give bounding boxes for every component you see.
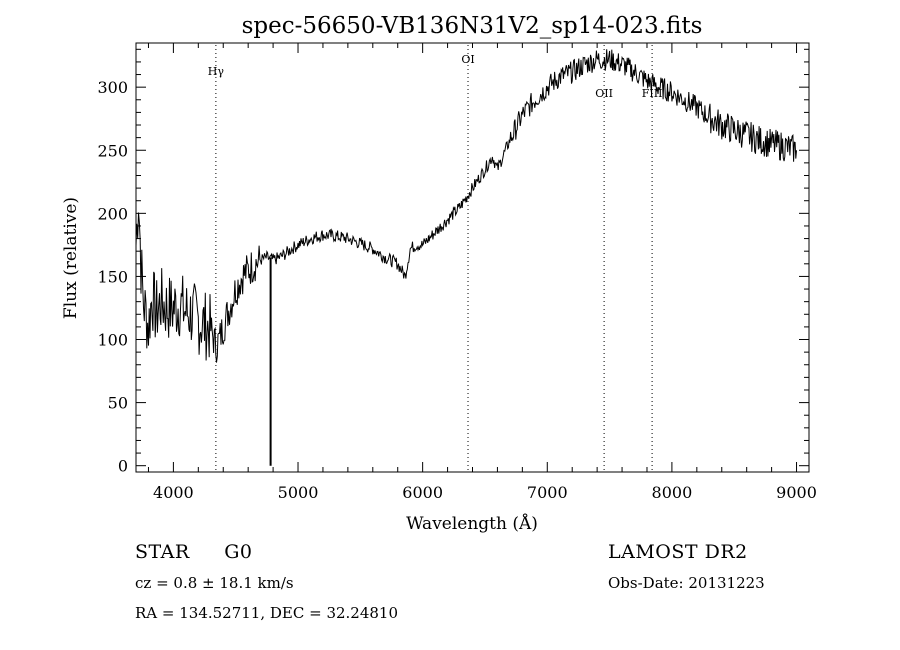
x-tick-label: 8000	[652, 483, 693, 502]
y-tick-label: 50	[108, 394, 128, 413]
class-type: STAR	[135, 541, 190, 563]
subclass: G0	[224, 541, 253, 563]
line-marker-label: OI	[461, 53, 474, 66]
x-axis-label: Wavelength (Å)	[406, 513, 538, 534]
y-tick-label: 200	[97, 204, 128, 223]
line-marker-label: Hγ	[208, 65, 225, 78]
y-tick-label: 250	[97, 141, 128, 160]
y-axis-label: Flux (relative)	[61, 197, 81, 319]
y-axis: 0 50 100 150 200 250 300	[97, 48, 809, 476]
object-class: STAR G0	[135, 541, 253, 563]
coordinates: RA = 134.52711, DEC = 32.24810	[135, 604, 399, 622]
y-tick-label: 150	[97, 267, 128, 286]
x-tick-label: 9000	[776, 483, 817, 502]
observation-date: Obs-Date: 20131223	[608, 574, 765, 592]
x-tick-label: 6000	[402, 483, 443, 502]
spectrum-series	[135, 49, 797, 466]
spectrum-line	[135, 49, 797, 363]
line-marker-label: OII	[595, 87, 613, 100]
x-axis: 4000 5000 6000 7000 8000 9000	[147, 43, 817, 502]
x-tick-label: 5000	[278, 483, 319, 502]
y-tick-label: 0	[118, 457, 128, 476]
x-tick-label: 4000	[153, 483, 194, 502]
plot-frame	[135, 42, 810, 473]
chart-title: spec-56650-VB136N31V2_sp14-023.fits	[242, 13, 703, 39]
y-tick-label: 300	[97, 78, 128, 97]
survey-name: LAMOST DR2	[608, 541, 748, 563]
redshift-velocity: cz = 0.8 ± 18.1 km/s	[135, 574, 294, 592]
y-tick-label: 100	[97, 331, 128, 350]
x-tick-label: 7000	[527, 483, 568, 502]
